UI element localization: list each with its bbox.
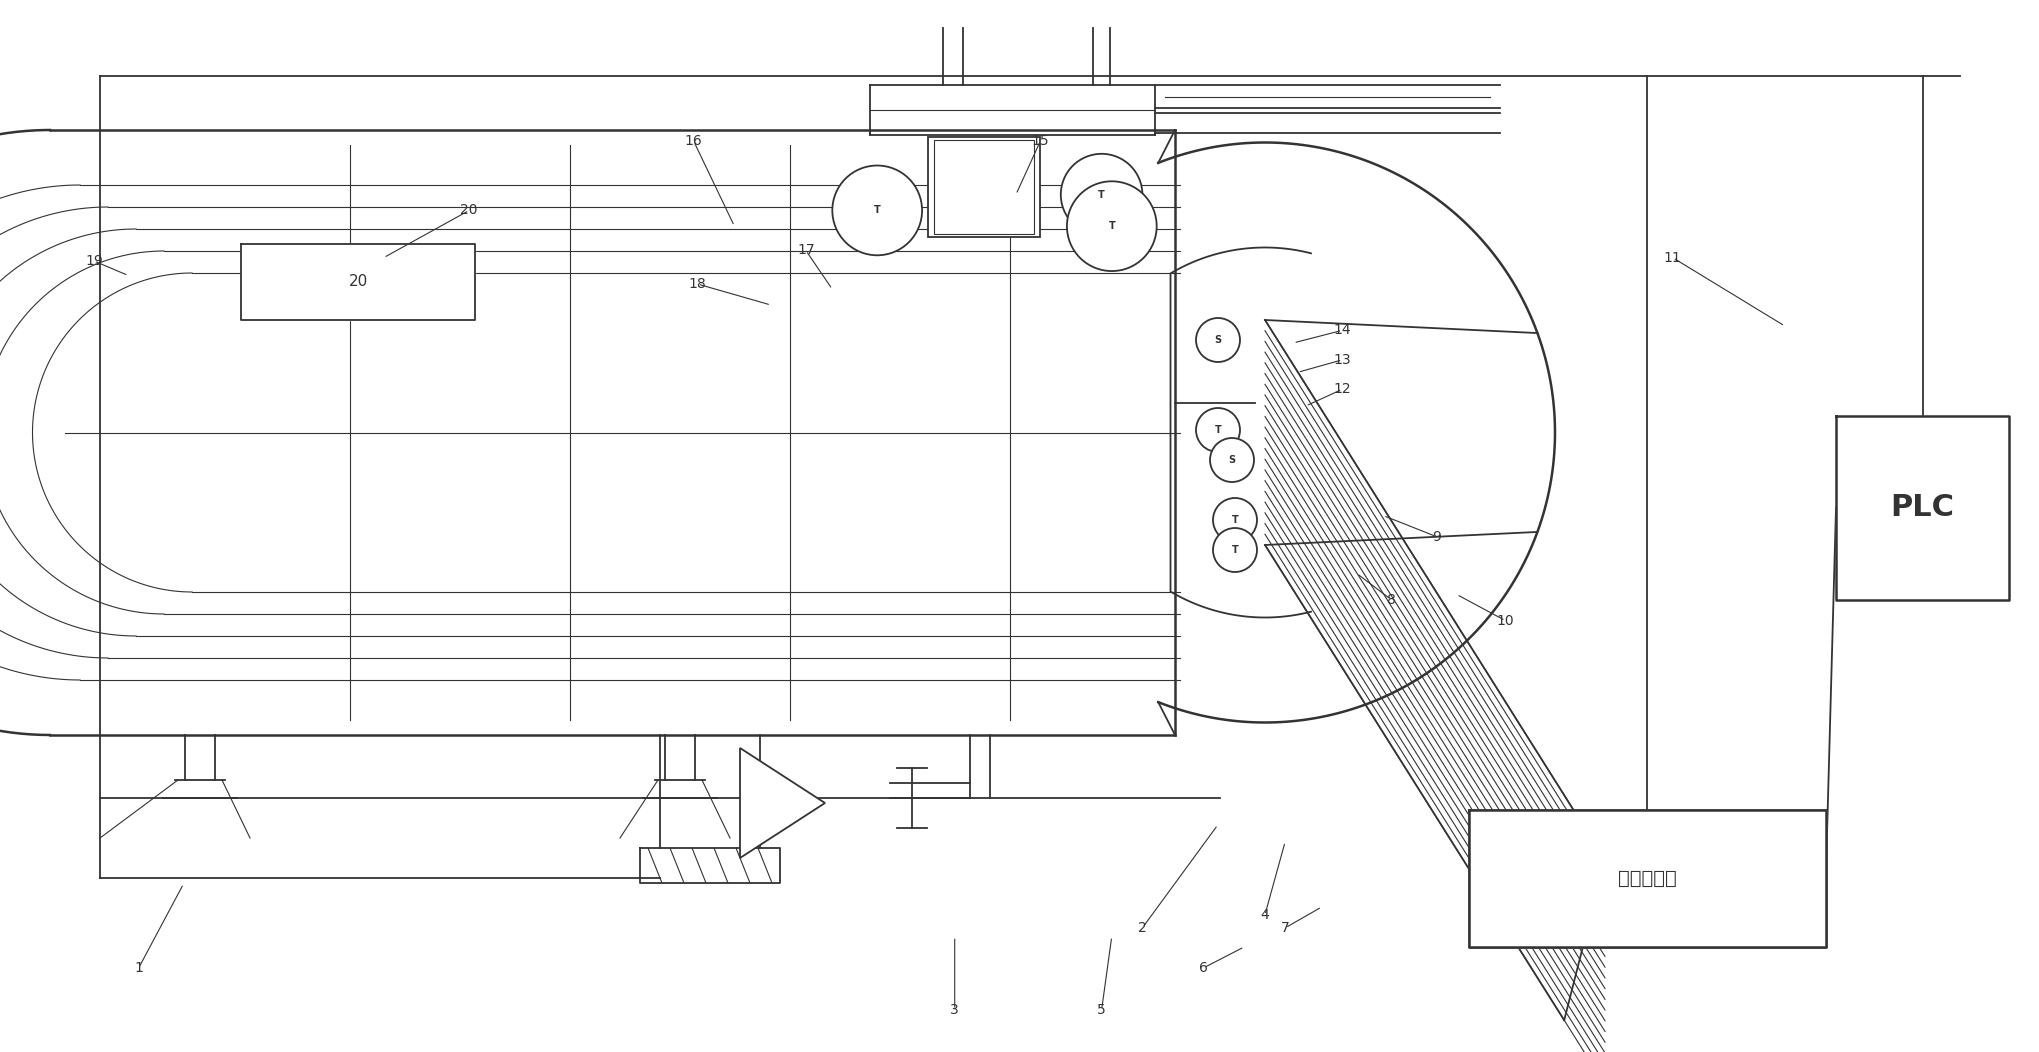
Text: S: S (1227, 456, 1236, 465)
Bar (934, 140, 1034, 234)
Text: 20: 20 (349, 275, 367, 289)
Text: T: T (1213, 425, 1221, 434)
Circle shape (1066, 181, 1156, 271)
Text: 18: 18 (689, 277, 705, 291)
Circle shape (1195, 408, 1240, 452)
Text: T: T (873, 205, 881, 216)
Text: T: T (1232, 545, 1238, 555)
Text: PLC: PLC (1890, 493, 1953, 522)
Polygon shape (241, 244, 475, 320)
Text: T: T (1232, 515, 1238, 525)
Circle shape (1213, 528, 1256, 572)
Text: 13: 13 (1334, 352, 1350, 367)
Text: 19: 19 (86, 254, 102, 268)
Text: 15: 15 (1032, 134, 1048, 148)
Text: 1: 1 (135, 960, 143, 975)
Polygon shape (1468, 810, 1825, 947)
Text: 14: 14 (1334, 323, 1350, 338)
Text: 12: 12 (1334, 382, 1350, 397)
Bar (928, 137, 1040, 237)
Circle shape (832, 165, 922, 256)
Polygon shape (1835, 416, 2008, 600)
Text: 4: 4 (1260, 908, 1268, 923)
Text: 3: 3 (950, 1003, 958, 1017)
Text: 6: 6 (1199, 960, 1207, 975)
Text: 11: 11 (1664, 250, 1680, 265)
Circle shape (1213, 498, 1256, 542)
Text: 20: 20 (461, 203, 477, 218)
Circle shape (1209, 438, 1254, 482)
Circle shape (1060, 154, 1142, 236)
Text: T: T (1107, 221, 1115, 231)
Text: 7: 7 (1280, 920, 1289, 935)
Text: 17: 17 (797, 243, 814, 258)
Text: T: T (1097, 189, 1105, 200)
Text: 2: 2 (1138, 920, 1146, 935)
Text: S: S (1213, 335, 1221, 345)
Polygon shape (740, 748, 824, 858)
Text: 10: 10 (1497, 613, 1513, 628)
Text: 9: 9 (1431, 529, 1440, 544)
Text: 16: 16 (685, 134, 701, 148)
Circle shape (1195, 318, 1240, 362)
Text: 8: 8 (1387, 592, 1395, 607)
Text: 5: 5 (1097, 1003, 1105, 1017)
Text: 参数收集卡: 参数收集卡 (1617, 869, 1676, 888)
